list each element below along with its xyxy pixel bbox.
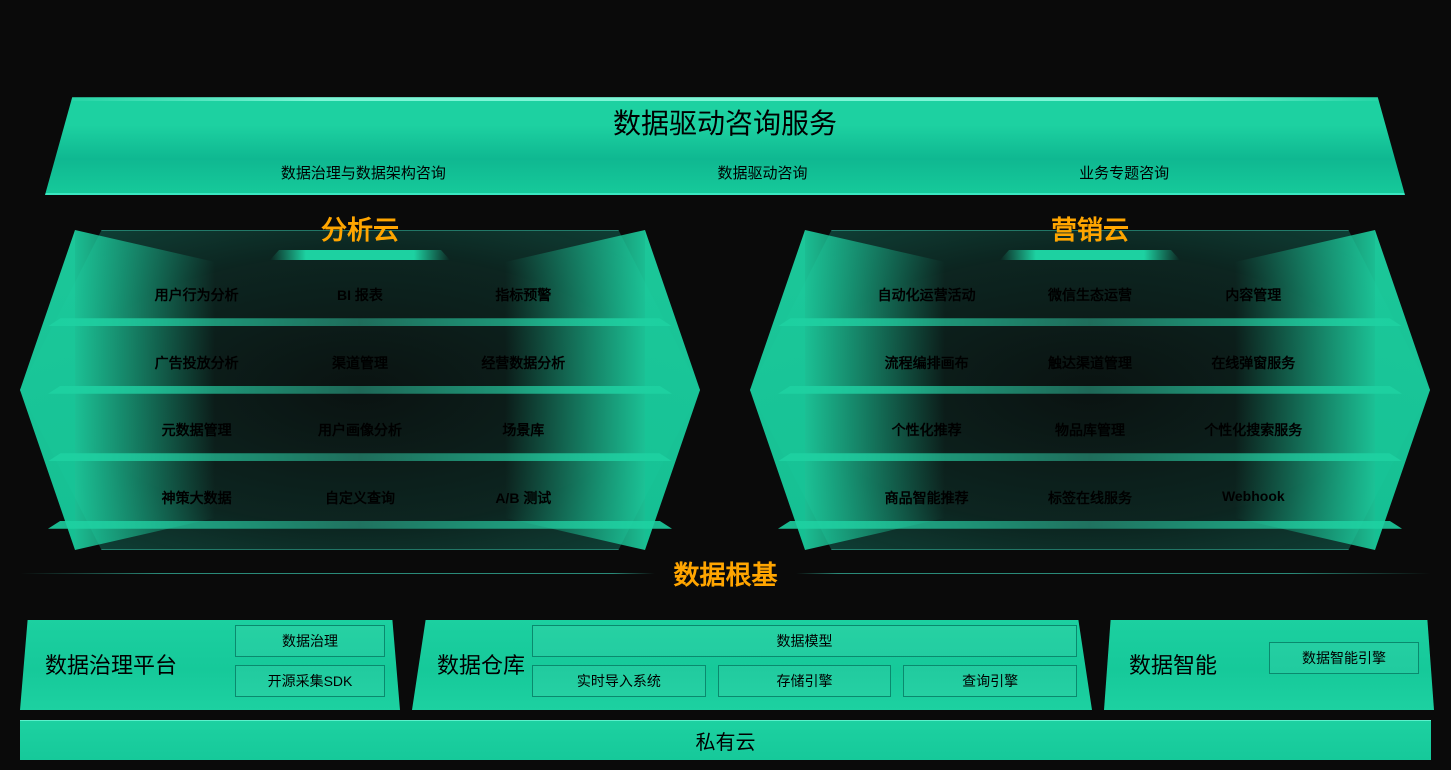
marketing-cloud-title: 营销云 [750, 210, 1430, 247]
data-warehouse-platform: 数据仓库 数据模型 实时导入系统 存储引擎 查询引擎 [412, 600, 1092, 710]
analytics-item: 用户行为分析 [115, 270, 278, 338]
marketing-item: 内容管理 [1172, 270, 1335, 338]
marketing-item: 商品智能推荐 [845, 473, 1008, 541]
governance-boxes: 数据治理 开源采集SDK [235, 625, 385, 702]
intelligence-boxes: 数据智能引擎 [1269, 642, 1419, 674]
intelligence-platform-label: 数据智能 [1129, 648, 1217, 680]
marketing-cloud-panel: 营销云 自动化运营活动 微信生态运营 内容管理 流程编排画布 触达渠道管理 在线… [750, 215, 1430, 550]
consulting-subs: 数据治理与数据架构咨询 数据驱动咨询 业务专题咨询 [45, 162, 1405, 183]
consulting-sub-3: 业务专题咨询 [1079, 162, 1169, 183]
marketing-item: 在线弹窗服务 [1172, 338, 1335, 406]
analytics-item: 广告投放分析 [115, 338, 278, 406]
analytics-grid: 用户行为分析 BI 报表 指标预警 广告投放分析 渠道管理 经营数据分析 元数据… [115, 270, 605, 540]
analytics-item: 场景库 [442, 405, 605, 473]
analytics-title-bar [270, 250, 450, 260]
consulting-sub-2: 数据驱动咨询 [717, 162, 807, 183]
foundation-title: 数据根基 [0, 555, 1451, 592]
analytics-item: 用户画像分析 [278, 405, 441, 473]
marketing-title-bar [1000, 250, 1180, 260]
analytics-item: 神策大数据 [115, 473, 278, 541]
consulting-sub-1: 数据治理与数据架构咨询 [281, 162, 446, 183]
consulting-services-block: 数据驱动咨询服务 数据治理与数据架构咨询 数据驱动咨询 业务专题咨询 [45, 80, 1405, 195]
consulting-title: 数据驱动咨询服务 [45, 102, 1405, 142]
warehouse-box-a: 实时导入系统 [532, 665, 706, 697]
marketing-item: 个性化推荐 [845, 405, 1008, 473]
marketing-grid: 自动化运营活动 微信生态运营 内容管理 流程编排画布 触达渠道管理 在线弹窗服务… [845, 270, 1335, 540]
marketing-item: 物品库管理 [1008, 405, 1171, 473]
warehouse-box-c: 查询引擎 [903, 665, 1077, 697]
analytics-item: 经营数据分析 [442, 338, 605, 406]
data-intelligence-platform: 数据智能 数据智能引擎 [1104, 600, 1434, 710]
marketing-item: 个性化搜索服务 [1172, 405, 1335, 473]
marketing-item: Webhook [1172, 473, 1335, 541]
governance-box-1: 数据治理 [235, 625, 385, 657]
data-governance-platform: 数据治理平台 数据治理 开源采集SDK [20, 600, 400, 710]
analytics-item: 指标预警 [442, 270, 605, 338]
governance-platform-label: 数据治理平台 [45, 648, 177, 680]
analytics-item: 渠道管理 [278, 338, 441, 406]
warehouse-bottom-row: 实时导入系统 存储引擎 查询引擎 [532, 665, 1077, 697]
marketing-item: 标签在线服务 [1008, 473, 1171, 541]
analytics-cloud-title: 分析云 [20, 210, 700, 247]
analytics-item: 自定义查询 [278, 473, 441, 541]
warehouse-platform-label: 数据仓库 [437, 648, 525, 680]
warehouse-top-box: 数据模型 [532, 625, 1077, 657]
private-cloud-bar: 私有云 [20, 720, 1431, 760]
analytics-item: 元数据管理 [115, 405, 278, 473]
analytics-item: BI 报表 [278, 270, 441, 338]
governance-box-2: 开源采集SDK [235, 665, 385, 697]
warehouse-boxes: 数据模型 实时导入系统 存储引擎 查询引擎 [532, 625, 1077, 702]
analytics-cloud-panel: 分析云 用户行为分析 BI 报表 指标预警 广告投放分析 渠道管理 经营数据分析… [20, 215, 700, 550]
warehouse-box-b: 存储引擎 [718, 665, 892, 697]
marketing-item: 触达渠道管理 [1008, 338, 1171, 406]
analytics-item: A/B 测试 [442, 473, 605, 541]
marketing-item: 流程编排画布 [845, 338, 1008, 406]
private-cloud-label: 私有云 [696, 726, 756, 755]
marketing-item: 微信生态运营 [1008, 270, 1171, 338]
marketing-item: 自动化运营活动 [845, 270, 1008, 338]
intelligence-box: 数据智能引擎 [1269, 642, 1419, 674]
